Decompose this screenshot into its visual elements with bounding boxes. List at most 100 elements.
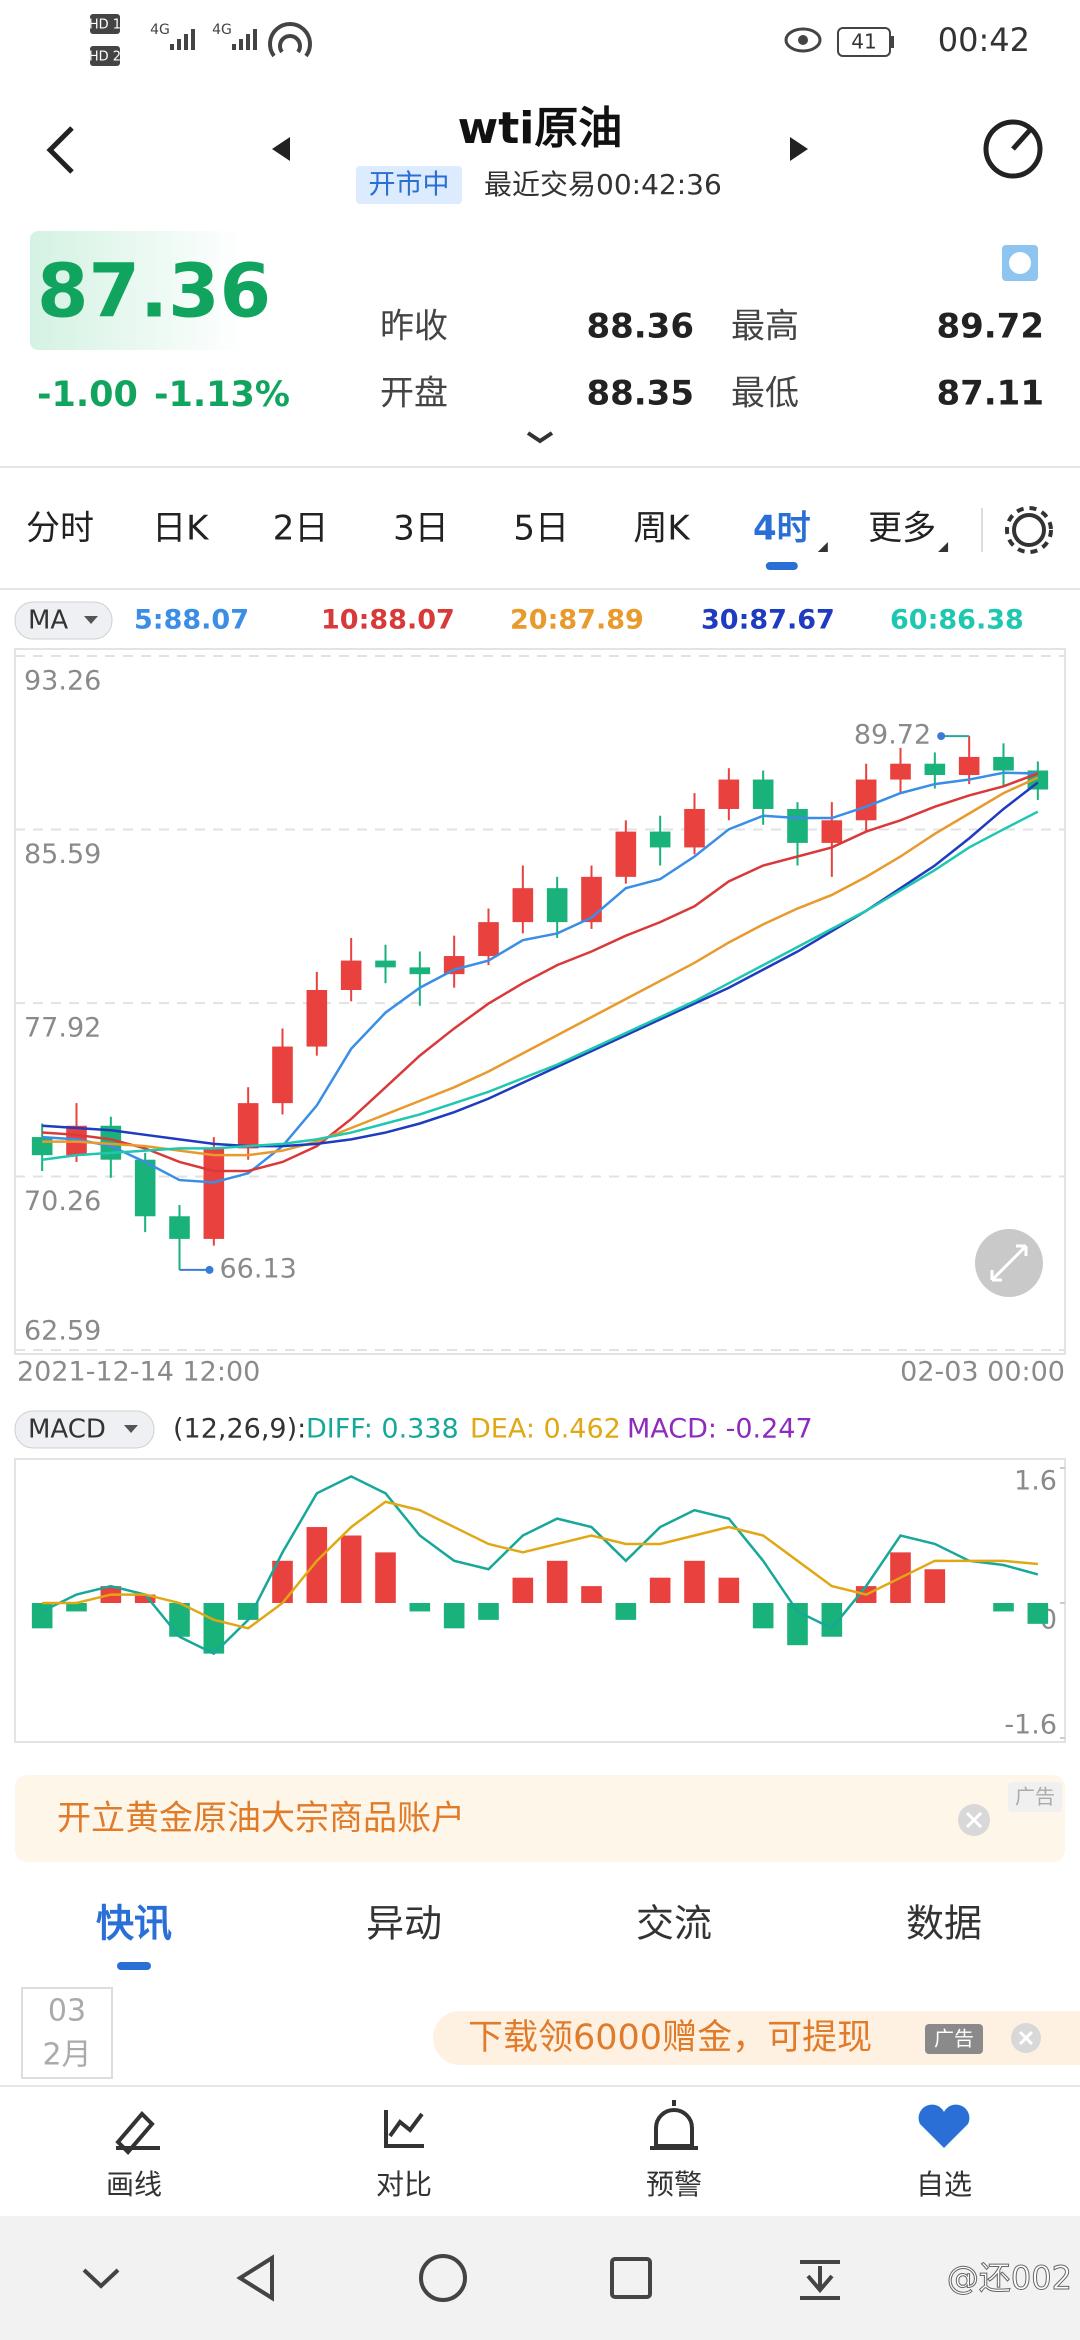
candlestick-chart: MA 5:88.07 10:88.07 20:87.89 30:87.67 60:86.3… xyxy=(14,601,1066,1388)
candle-body xyxy=(649,831,671,848)
news-month: 2月 xyxy=(42,2038,91,2073)
period-tab[interactable]: 3日 xyxy=(393,509,449,549)
period-tab[interactable]: 日K xyxy=(152,509,210,549)
chart-frame xyxy=(14,1458,1066,1743)
macd-bar xyxy=(443,1603,465,1629)
candle-body xyxy=(443,956,465,975)
toolbar-label[interactable]: 预警 xyxy=(646,2168,702,2201)
news-tab[interactable]: 异动 xyxy=(366,1902,442,1946)
period-tab[interactable]: 2日 xyxy=(273,509,329,549)
news-tab[interactable]: 交流 xyxy=(636,1902,712,1946)
change-pct: -1.13% xyxy=(154,375,290,415)
system-nav xyxy=(0,2216,1080,2340)
status-bar: 00:42 41 HD 1 HD 2 4G 4G xyxy=(89,14,1030,66)
toolbar-label[interactable]: 自选 xyxy=(916,2168,972,2201)
tab-dropdown xyxy=(817,542,828,552)
sim-label: HD 1 xyxy=(89,18,121,33)
field-value: 88.35 xyxy=(586,374,694,414)
max-label: 89.72 xyxy=(854,720,931,751)
field-value: 87.11 xyxy=(936,374,1044,414)
ma-line xyxy=(42,772,1039,1173)
macd-bar xyxy=(821,1603,843,1637)
ad-pill-text[interactable]: 下载领6000赠金，可提现 xyxy=(468,2018,872,2058)
draw-icon[interactable] xyxy=(115,2111,160,2155)
toolbar-label[interactable]: 对比 xyxy=(376,2168,432,2201)
prev-button[interactable] xyxy=(272,137,290,161)
back-button[interactable] xyxy=(46,126,74,174)
ma-line xyxy=(42,810,1039,1161)
refresh-needle xyxy=(1011,128,1032,151)
candle-body xyxy=(855,779,877,821)
candle-body xyxy=(890,763,911,780)
period-tab[interactable]: 4时 xyxy=(753,509,811,549)
favorite-icon[interactable] xyxy=(918,2104,970,2148)
sim-label: HD 2 xyxy=(89,50,121,65)
macd-bar xyxy=(272,1560,293,1603)
dropdown-arrow xyxy=(124,1425,138,1433)
ma-line xyxy=(42,781,1039,1148)
toolbar xyxy=(0,2086,1080,2216)
period-tab[interactable]: 分时 xyxy=(26,509,94,549)
network-label: 4G xyxy=(150,22,170,38)
refresh-button[interactable] xyxy=(983,119,1043,179)
macd-bar xyxy=(203,1603,225,1654)
macd-bar xyxy=(581,1586,602,1603)
ad-banner[interactable] xyxy=(15,1775,1065,1862)
candle-body xyxy=(375,960,396,968)
nav-home[interactable] xyxy=(419,2254,467,2302)
indicator-selector[interactable] xyxy=(14,1410,155,1449)
price-box xyxy=(30,231,246,350)
ad-pill-close-x xyxy=(1018,2030,1034,2046)
settings-button[interactable] xyxy=(1012,513,1046,547)
macd-bar xyxy=(924,1569,946,1603)
candle-body xyxy=(306,989,328,1047)
indicator-name[interactable]: MACD xyxy=(28,1415,106,1445)
macd-line xyxy=(42,1500,1038,1630)
legend-entry: 60:86.38 xyxy=(890,605,1024,636)
nav-back[interactable] xyxy=(236,2254,274,2302)
ad-tag-box xyxy=(1008,1782,1062,1812)
ad-close-x xyxy=(965,1811,983,1829)
fullscreen-arrows xyxy=(990,1244,1028,1282)
candle-body xyxy=(237,1103,259,1149)
ad-pill[interactable] xyxy=(433,2011,1080,2065)
toolbar-labels: 画线 对比 预警 自选 xyxy=(106,2168,972,2201)
period-tab[interactable]: 更多 xyxy=(868,509,936,549)
compare-icon[interactable] xyxy=(384,2110,424,2148)
period-tab[interactable]: 5日 xyxy=(513,509,569,549)
candle-body xyxy=(581,876,602,923)
indicator-params: (12,26,9): xyxy=(173,1414,306,1445)
y-tick-label: 1.6 xyxy=(1014,1466,1057,1497)
indicator-selector[interactable] xyxy=(14,601,113,640)
ad-pill-tag-box xyxy=(925,2024,983,2054)
candle-body xyxy=(546,888,568,923)
news-tab[interactable]: 数据 xyxy=(906,1902,982,1946)
candle-body xyxy=(512,888,534,923)
news-day: 03 xyxy=(48,1994,86,2029)
macd-bar xyxy=(169,1603,190,1637)
y-tick-label: 93.26 xyxy=(24,666,101,697)
min-label: 66.13 xyxy=(220,1253,297,1284)
hotspot-icon xyxy=(268,22,312,58)
news-tab[interactable]: 快讯 xyxy=(96,1902,172,1946)
nav-recent[interactable] xyxy=(610,2257,652,2299)
last-trade: 最近交易00:42:36 xyxy=(484,168,722,201)
y-tick-label: -1.6 xyxy=(1004,1710,1057,1741)
candle-body xyxy=(409,967,431,975)
nav-download[interactable] xyxy=(800,2260,840,2300)
indicator-name[interactable]: MA xyxy=(28,606,68,636)
alert-icon[interactable] xyxy=(650,2100,698,2150)
period-tabs: 分时 日K 2日 3日 5日 周K 4时 更多 xyxy=(26,509,949,570)
toolbar-label[interactable]: 画线 xyxy=(106,2168,162,2201)
chart-frame xyxy=(14,648,1066,1355)
nav-hide[interactable] xyxy=(82,2268,120,2289)
next-button[interactable] xyxy=(790,137,808,161)
macd-bar xyxy=(546,1560,568,1603)
expand-chevron[interactable] xyxy=(526,431,554,444)
eye-icon xyxy=(784,27,822,53)
chart-icon-pie xyxy=(1009,252,1031,274)
ad-text[interactable]: 开立黄金原油大宗商品账户 xyxy=(57,1799,465,1839)
period-tab[interactable]: 周K xyxy=(633,509,691,549)
candle-body xyxy=(752,779,774,809)
